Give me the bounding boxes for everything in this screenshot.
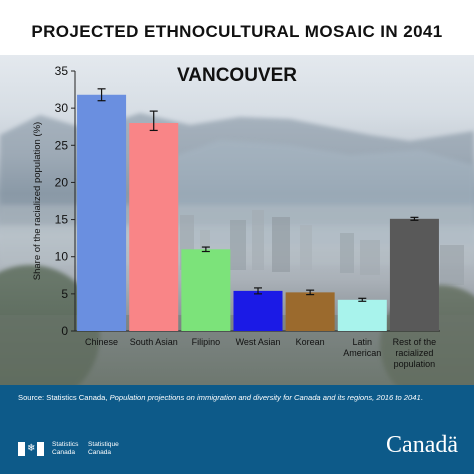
bar	[129, 123, 179, 331]
category-label: Latin American	[343, 337, 381, 358]
category-label: West Asian	[236, 337, 281, 347]
main-title: PROJECTED ETHNOCULTURAL MOSAIC IN 2041	[31, 22, 443, 41]
category-label: Filipino	[192, 337, 221, 347]
category-label: Chinese	[85, 337, 118, 347]
bar	[233, 290, 283, 331]
category-label: Rest of the racialized population	[393, 337, 437, 369]
source-note: Source: Statistics Canada, Population pr…	[18, 393, 458, 403]
canada-wordmark: Canadä	[386, 432, 458, 458]
source-publication: Population projections on immigration an…	[109, 393, 421, 402]
title-bar: PROJECTED ETHNOCULTURAL MOSAIC IN 2041	[0, 0, 474, 60]
bar	[389, 218, 439, 331]
y-tick-label: 15	[55, 213, 69, 227]
statistics-canada-signature: Statistics Canada	[52, 441, 79, 456]
bar	[285, 292, 335, 331]
y-tick-label: 10	[55, 250, 69, 264]
y-tick-label: 0	[61, 324, 68, 338]
bar	[337, 299, 387, 331]
bar-chart: VANCOUVER 0 5 10 15 20 25 30 35 Chinese South As…	[0, 64, 474, 385]
canada-flag-icon: ❄	[18, 442, 44, 456]
y-tick-label: 35	[55, 64, 69, 78]
chart-title: VANCOUVER	[177, 65, 297, 86]
category-label: Korean	[296, 337, 325, 347]
source-band: Source: Statistics Canada, Population pr…	[0, 385, 474, 474]
bar	[181, 249, 231, 331]
chart-area: VANCOUVER 0 5 10 15 20 25 30 35 Chinese South As…	[0, 55, 474, 385]
y-tick-label: 30	[55, 101, 69, 115]
statistique-canada-signature: Statistique Canada	[88, 441, 119, 456]
y-tick-label: 25	[55, 138, 69, 152]
bar	[77, 94, 127, 331]
y-axis-label: Share of the racialized population (%)	[32, 122, 43, 280]
category-label: South Asian	[130, 337, 178, 347]
source-prefix: Source: Statistics Canada,	[18, 393, 110, 402]
y-tick-label: 5	[61, 287, 68, 301]
y-tick-label: 20	[55, 175, 69, 189]
source-suffix: .	[420, 393, 423, 402]
